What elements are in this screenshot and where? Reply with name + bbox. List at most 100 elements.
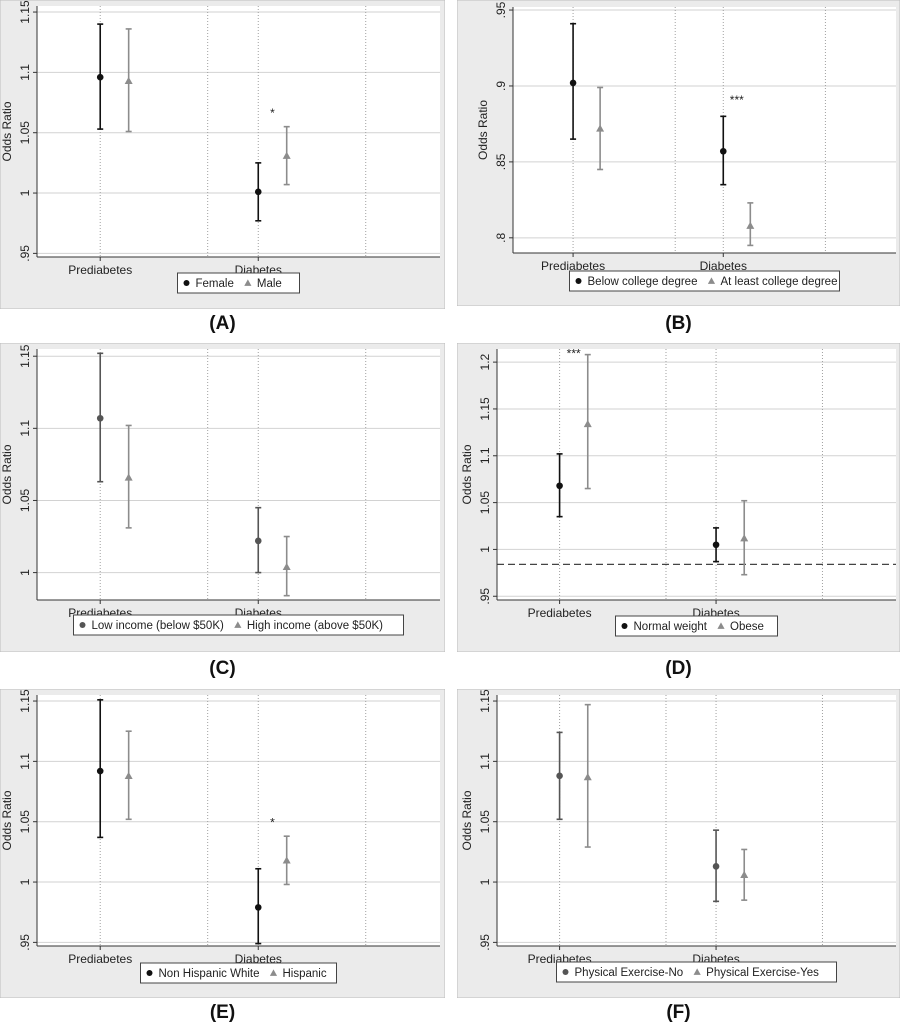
plot-area <box>37 349 440 600</box>
legend-box <box>140 962 337 984</box>
legend-label: Normal weight <box>634 621 708 633</box>
point-marker <box>254 537 262 545</box>
legend-marker <box>621 623 628 629</box>
significance-label: *** <box>730 93 744 107</box>
y-axis-label: Odds Ratio <box>460 444 474 504</box>
point-marker <box>96 414 104 422</box>
x-tick-label: Diabetes <box>700 259 747 273</box>
chart-panel-e: .95 1 1.05 1.1 1.15 Odds Ratio Prediabetes Diab… <box>0 689 445 998</box>
point-marker <box>719 147 727 155</box>
legend-label: Low income (below $50K) <box>92 620 224 632</box>
chart-svg: .8 .85 .9 .95 Odds Ratio Prediabetes Diabetes *… <box>457 0 900 306</box>
y-tick-label: 1.1 <box>478 753 492 770</box>
chart-panel-a: .95 1 1.05 1.1 1.15 Odds Ratio Prediabetes Diab… <box>0 0 445 309</box>
panel-caption-c: (C) <box>209 658 236 679</box>
y-tick-label: 1.2 <box>478 353 492 370</box>
y-tick-label: 1 <box>478 546 492 553</box>
y-axis-label: Odds Ratio <box>460 790 474 850</box>
legend-marker <box>79 622 86 628</box>
legend-marker <box>183 280 190 286</box>
y-tick-label: .9 <box>494 81 508 91</box>
point-marker <box>124 76 133 85</box>
point-marker <box>282 562 291 571</box>
legend-marker <box>146 970 153 976</box>
point-marker <box>282 856 291 864</box>
plot-area <box>513 7 896 253</box>
plot-area <box>497 349 896 600</box>
legend-label: Physical Exercise-No <box>575 967 684 979</box>
y-tick-label: 1 <box>18 569 32 576</box>
point-marker <box>740 534 749 542</box>
point-marker <box>712 541 720 549</box>
y-tick-label: 1 <box>478 878 492 885</box>
y-tick-label: 1.15 <box>18 689 32 713</box>
y-tick-label: 1.1 <box>18 420 32 437</box>
y-tick-label: 1.05 <box>18 488 32 512</box>
y-tick-label: 1.1 <box>18 753 32 770</box>
legend-marker <box>269 969 278 976</box>
y-tick-label: 1.15 <box>18 344 32 368</box>
chart-panel-c: 1 1.05 1.1 1.15 Odds Ratio Prediabetes Diabete… <box>0 343 445 652</box>
y-tick-label: 1.15 <box>478 397 492 421</box>
legend-marker <box>562 969 569 975</box>
chart-panel-f: .95 1 1.05 1.1 1.15 Odds Ratio Prediabetes Diab… <box>457 689 900 998</box>
y-axis-label: Odds Ratio <box>476 100 490 160</box>
significance-label: * <box>270 816 275 830</box>
legend-box <box>177 272 300 294</box>
x-tick-label: Prediabetes <box>541 259 605 273</box>
chart-panel-d: .95 1 1.05 1.1 1.15 1.2 Odds Ratio Prediabetes D… <box>457 343 900 652</box>
legend-label: High income (above $50K) <box>247 620 383 632</box>
y-tick-label: .95 <box>494 1 508 18</box>
legend-label: Physical Exercise-Yes <box>706 967 819 979</box>
panel-caption-d: (D) <box>665 658 692 679</box>
legend-marker <box>707 277 716 284</box>
y-tick-label: .95 <box>18 245 32 262</box>
point-marker <box>254 904 262 911</box>
plot-area <box>37 695 440 946</box>
y-tick-label: 1.1 <box>18 64 32 81</box>
point-marker <box>96 73 104 81</box>
significance-label: * <box>270 106 275 120</box>
x-tick-label: Prediabetes <box>68 263 132 277</box>
chart-panel-b: .8 .85 .9 .95 Odds Ratio Prediabetes Diabetes *… <box>457 0 900 306</box>
y-tick-label: .95 <box>18 934 32 951</box>
legend-marker <box>717 622 725 629</box>
y-tick-label: .95 <box>478 934 492 951</box>
point-marker <box>96 767 104 775</box>
y-tick-label: 1.1 <box>478 447 492 464</box>
legend-label: Female <box>196 278 234 290</box>
y-tick-label: 1.15 <box>18 0 32 24</box>
y-tick-label: .85 <box>494 153 508 170</box>
point-marker <box>569 79 577 87</box>
point-marker <box>712 863 720 870</box>
point-marker <box>740 870 749 879</box>
point-marker <box>124 771 133 780</box>
y-tick-label: 1.15 <box>478 689 492 713</box>
legend-marker <box>693 968 701 975</box>
legend-label: Obese <box>730 621 764 633</box>
point-marker <box>556 772 563 780</box>
legend-box <box>615 615 778 637</box>
y-tick-label: 1.05 <box>478 810 492 834</box>
legend-marker <box>244 279 252 286</box>
legend-label: Non Hispanic White <box>159 968 260 980</box>
legend-marker <box>575 278 582 284</box>
panel-caption-a: (A) <box>209 313 236 334</box>
y-tick-label: .95 <box>478 588 492 605</box>
x-tick-label: Prediabetes <box>528 606 592 620</box>
panel-caption-e: (E) <box>209 1002 236 1023</box>
point-marker <box>556 482 563 490</box>
point-marker <box>746 221 755 229</box>
legend-box <box>569 270 840 292</box>
x-tick-label: Prediabetes <box>68 952 132 966</box>
point-marker <box>124 473 133 481</box>
legend-label: Hispanic <box>282 968 326 980</box>
y-tick-label: 1 <box>18 878 32 885</box>
y-axis-label: Odds Ratio <box>0 444 14 504</box>
y-tick-label: 1 <box>18 189 32 196</box>
significance-label: *** <box>567 346 581 360</box>
